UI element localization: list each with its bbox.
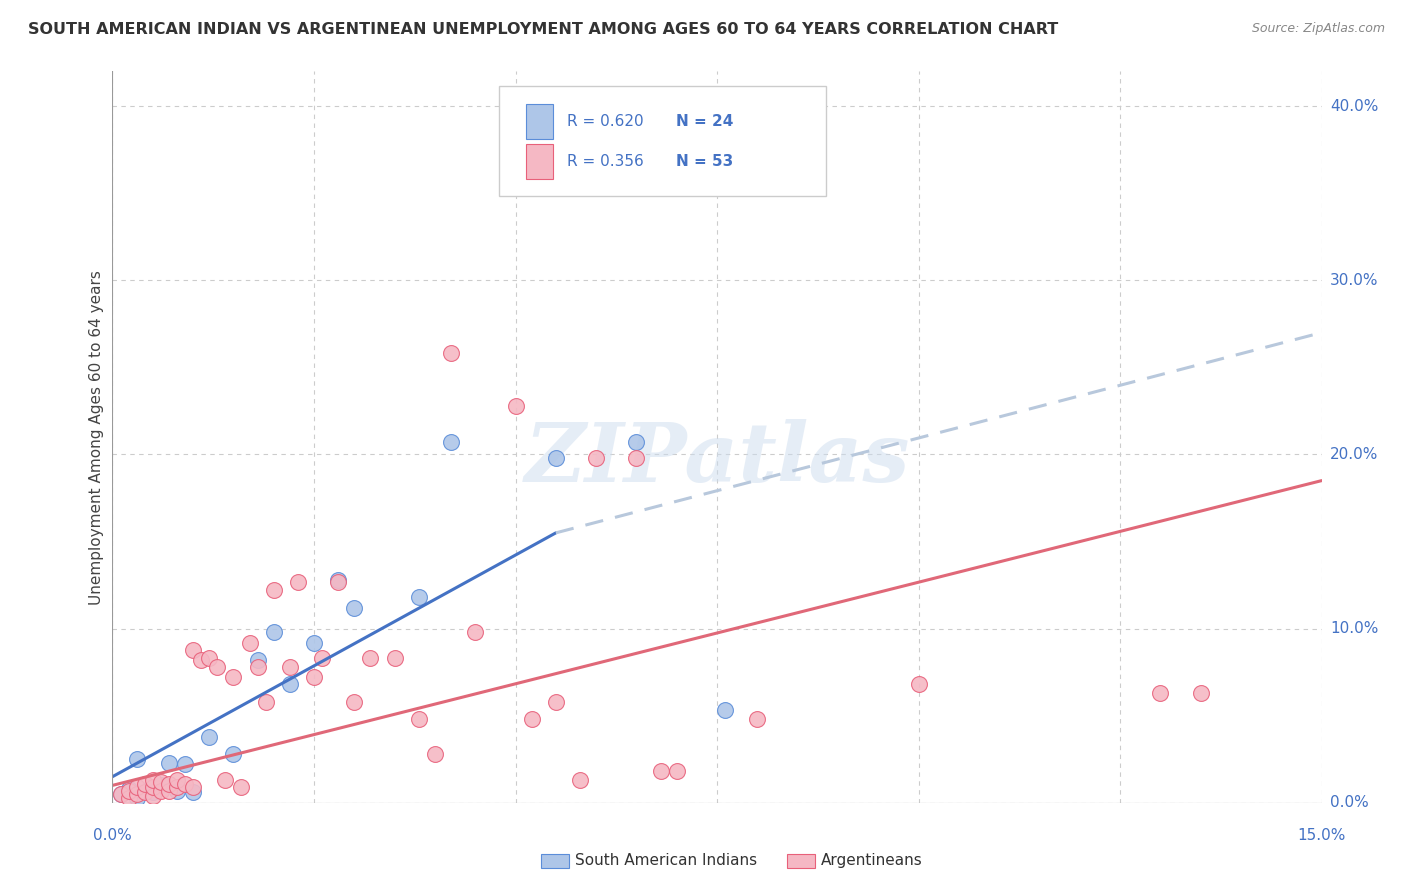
FancyBboxPatch shape: [499, 86, 825, 195]
Point: [440, 346, 463, 360]
Point: [125, 787, 148, 801]
Y-axis label: Unemployment Among Ages 60 to 64 years: Unemployment Among Ages 60 to 64 years: [89, 269, 104, 605]
Point: [134, 785, 156, 799]
Point: [134, 783, 156, 797]
Text: Argentineans: Argentineans: [821, 854, 922, 868]
Point: [238, 635, 260, 649]
Point: [117, 790, 139, 805]
Point: [505, 399, 527, 413]
Point: [157, 756, 180, 770]
Point: [157, 777, 180, 791]
Point: [166, 780, 188, 794]
Point: [181, 642, 204, 657]
Point: [125, 790, 148, 805]
Point: [142, 773, 165, 788]
Text: 15.0%: 15.0%: [1298, 828, 1346, 843]
Text: R = 0.620: R = 0.620: [567, 114, 644, 129]
Point: [166, 783, 188, 797]
Point: [343, 695, 366, 709]
Text: 10.0%: 10.0%: [1330, 621, 1378, 636]
Point: [174, 757, 197, 772]
Text: N = 24: N = 24: [676, 114, 734, 129]
Point: [174, 777, 197, 791]
Text: SOUTH AMERICAN INDIAN VS ARGENTINEAN UNEMPLOYMENT AMONG AGES 60 TO 64 YEARS CORR: SOUTH AMERICAN INDIAN VS ARGENTINEAN UNE…: [28, 22, 1059, 37]
Text: Source: ZipAtlas.com: Source: ZipAtlas.com: [1251, 22, 1385, 36]
Point: [302, 670, 325, 684]
Point: [222, 747, 245, 761]
Point: [408, 712, 430, 726]
Point: [142, 780, 165, 794]
Point: [569, 773, 592, 788]
Point: [110, 787, 132, 801]
Point: [149, 783, 172, 797]
Point: [254, 695, 277, 709]
Text: 0.0%: 0.0%: [1330, 796, 1368, 810]
Point: [157, 783, 180, 797]
Point: [181, 780, 204, 794]
Point: [198, 730, 221, 744]
FancyBboxPatch shape: [526, 104, 553, 139]
Point: [1149, 686, 1171, 700]
Point: [408, 591, 430, 605]
Point: [665, 764, 688, 779]
Text: 20.0%: 20.0%: [1330, 447, 1378, 462]
Point: [231, 780, 253, 794]
Point: [181, 785, 204, 799]
Point: [440, 435, 463, 450]
Point: [328, 573, 350, 587]
Text: 40.0%: 40.0%: [1330, 99, 1378, 113]
Point: [626, 450, 648, 465]
Point: [166, 773, 188, 788]
Point: [149, 775, 172, 789]
Point: [125, 780, 148, 794]
Point: [142, 789, 165, 803]
Point: [263, 625, 285, 640]
Point: [117, 781, 139, 796]
Point: [544, 450, 567, 465]
Point: [585, 450, 607, 465]
Point: [198, 651, 221, 665]
Point: [423, 747, 446, 761]
Point: [544, 695, 567, 709]
Point: [263, 583, 285, 598]
Point: [626, 435, 648, 450]
Text: R = 0.356: R = 0.356: [567, 154, 644, 169]
Point: [343, 600, 366, 615]
Point: [190, 653, 212, 667]
FancyBboxPatch shape: [526, 145, 553, 179]
Point: [1189, 686, 1212, 700]
Text: ZIPatlas: ZIPatlas: [524, 419, 910, 499]
Point: [287, 574, 309, 589]
Point: [907, 677, 929, 691]
Point: [117, 783, 139, 797]
Point: [149, 778, 172, 792]
Point: [359, 651, 381, 665]
Point: [110, 787, 132, 801]
Point: [302, 635, 325, 649]
Point: [214, 773, 236, 788]
Point: [125, 752, 148, 766]
Text: 0.0%: 0.0%: [93, 828, 132, 843]
Point: [464, 625, 486, 640]
Point: [328, 574, 350, 589]
Point: [311, 651, 333, 665]
Point: [384, 651, 406, 665]
Point: [747, 712, 769, 726]
Point: [520, 712, 543, 726]
Point: [278, 677, 301, 691]
Text: 30.0%: 30.0%: [1330, 273, 1378, 288]
Point: [246, 660, 269, 674]
Point: [222, 670, 245, 684]
Point: [142, 785, 165, 799]
Text: South American Indians: South American Indians: [575, 854, 758, 868]
Point: [246, 653, 269, 667]
Point: [714, 704, 737, 718]
Point: [207, 660, 229, 674]
Text: N = 53: N = 53: [676, 154, 733, 169]
Point: [134, 777, 156, 791]
Point: [278, 660, 301, 674]
Point: [650, 764, 672, 779]
